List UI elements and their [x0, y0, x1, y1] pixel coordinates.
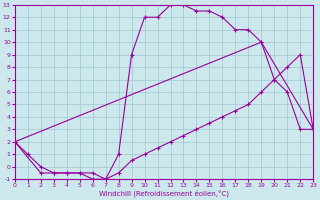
X-axis label: Windchill (Refroidissement éolien,°C): Windchill (Refroidissement éolien,°C) [99, 190, 229, 197]
